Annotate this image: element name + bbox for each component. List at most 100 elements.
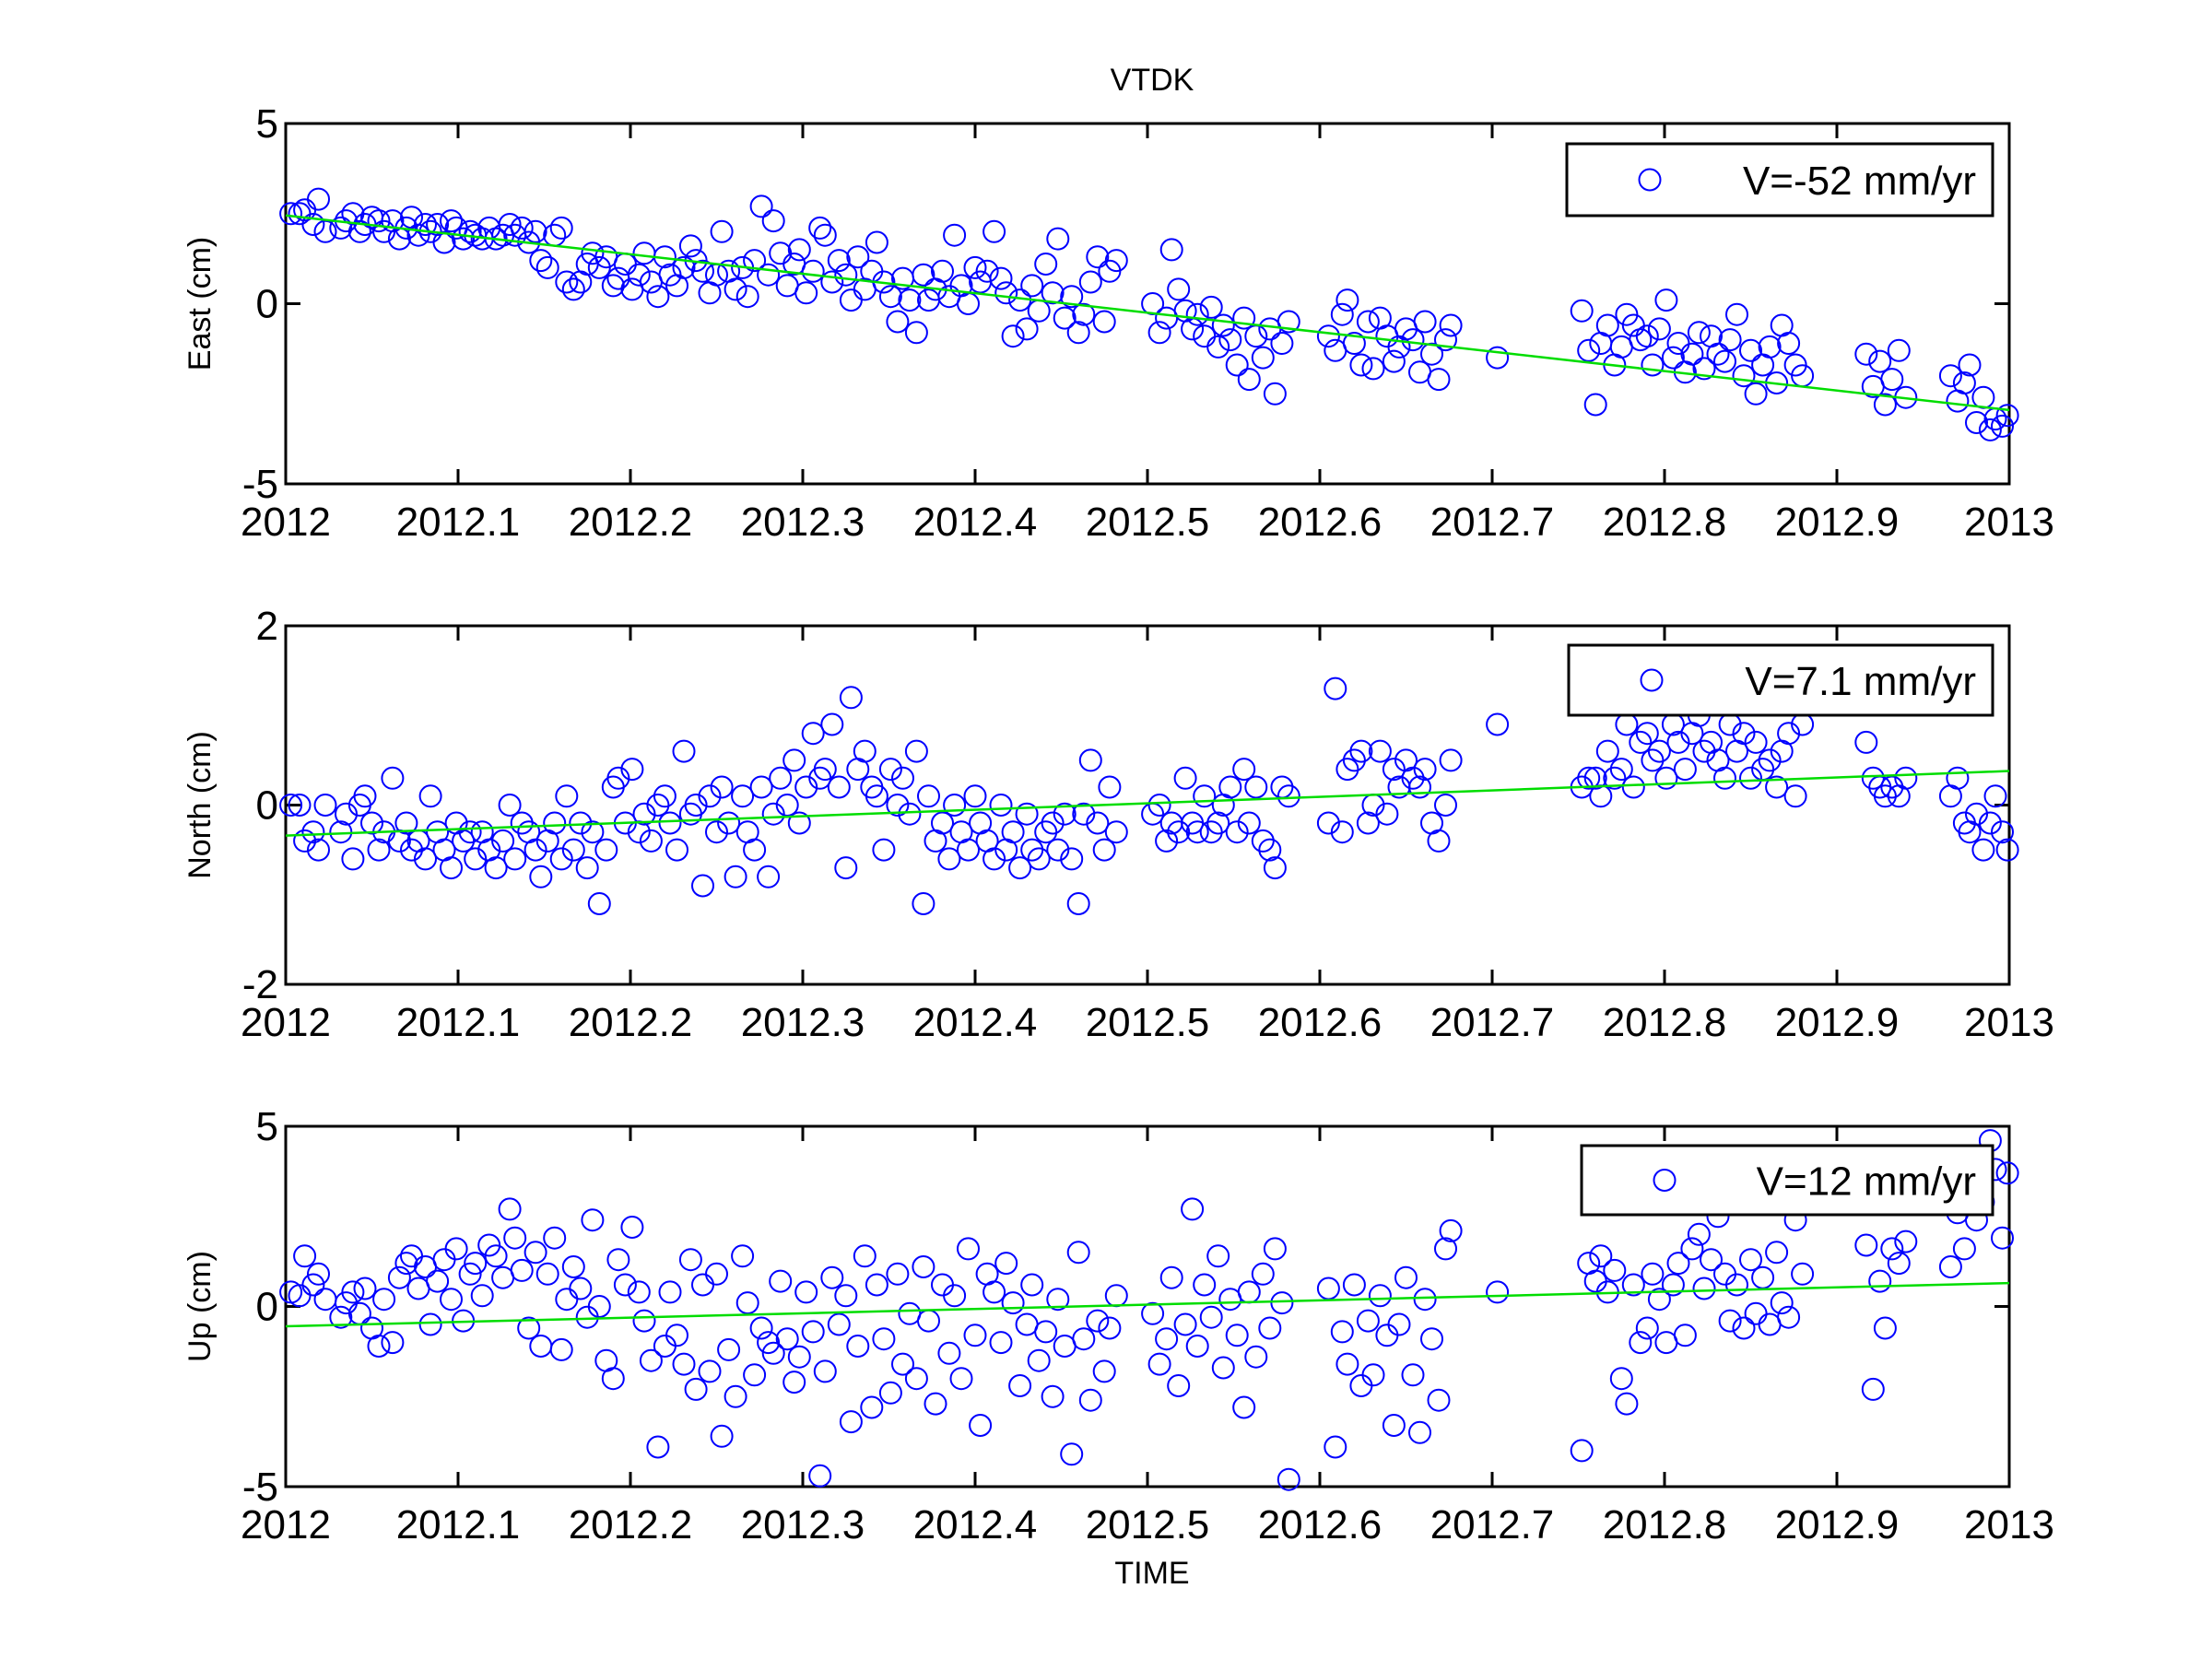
x-tick-label: 2012.3	[741, 500, 865, 545]
data-point	[1173, 766, 1197, 790]
data-point	[1001, 1291, 1025, 1315]
data-point	[581, 1208, 605, 1232]
data-point	[1167, 820, 1191, 844]
data-point	[307, 1262, 330, 1286]
data-point	[794, 775, 818, 799]
data-point	[1739, 1248, 1762, 1272]
data-point	[1053, 802, 1077, 826]
data-point	[1086, 245, 1110, 269]
data-point	[846, 1335, 870, 1358]
data-point	[1173, 1312, 1197, 1336]
data-point	[1181, 1197, 1205, 1221]
data-point	[1854, 1233, 1878, 1257]
data-point	[1316, 811, 1340, 835]
data-point	[1199, 820, 1223, 844]
data-point	[1034, 820, 1058, 844]
data-point	[957, 1237, 980, 1261]
data-point	[1680, 342, 1704, 366]
data-point	[1027, 847, 1051, 871]
data-point	[549, 216, 573, 240]
data-point	[555, 784, 579, 808]
x-tick-label: 2012	[241, 1502, 331, 1547]
data-point	[1595, 739, 1619, 763]
y-tick-label: -5	[242, 462, 278, 507]
data-point	[1744, 382, 1768, 406]
data-point	[1251, 829, 1275, 853]
x-tick-label: 2012.3	[741, 1000, 865, 1045]
data-point	[510, 811, 534, 835]
data-point	[1603, 1258, 1627, 1282]
legend-label-north: V=7.1 mm/yr	[1745, 659, 1976, 704]
data-point	[498, 213, 522, 236]
data-point	[943, 794, 967, 817]
data-point	[982, 219, 1006, 243]
data-point	[1086, 811, 1110, 835]
data-point	[627, 1280, 651, 1304]
data-point	[426, 1269, 450, 1293]
data-point	[1687, 1222, 1711, 1246]
data-point	[1046, 838, 1070, 862]
y-tick-label: 0	[256, 783, 278, 829]
data-point	[535, 255, 559, 279]
data-point	[1147, 794, 1171, 817]
data-point	[1938, 1255, 1962, 1278]
data-point	[743, 838, 767, 862]
data-point	[989, 266, 1013, 290]
data-point	[543, 811, 567, 835]
data-point	[1027, 1348, 1051, 1372]
data-point	[1155, 1327, 1179, 1351]
data-point	[632, 802, 656, 826]
data-point	[1427, 829, 1451, 853]
data-point	[813, 758, 837, 782]
data-point	[1225, 353, 1249, 377]
data-point	[524, 219, 547, 243]
data-point	[1991, 820, 2014, 844]
data-point	[1868, 1269, 1892, 1293]
data-point	[943, 1284, 967, 1308]
data-point	[1361, 1363, 1385, 1387]
data-point	[1147, 1352, 1171, 1376]
data-point	[464, 847, 488, 871]
data-point	[782, 748, 806, 772]
data-point	[1335, 1352, 1359, 1376]
data-point	[1713, 349, 1736, 373]
data-point	[1783, 784, 1807, 808]
data-point	[1765, 1241, 1789, 1265]
data-point	[731, 784, 755, 808]
data-point	[1218, 775, 1242, 799]
data-point	[1244, 1345, 1268, 1369]
data-point	[665, 1324, 688, 1347]
x-tick-label: 2012.1	[396, 1502, 521, 1547]
data-point	[1861, 1377, 1885, 1401]
data-point	[1382, 349, 1406, 373]
data-point	[839, 1410, 863, 1434]
data-point	[672, 255, 696, 279]
data-point	[924, 1392, 947, 1416]
data-point	[400, 838, 423, 862]
data-point	[872, 1327, 896, 1351]
data-point	[658, 811, 682, 835]
data-point	[1621, 1273, 1645, 1297]
y-axis-label-up: Up (cm)	[182, 1251, 218, 1362]
data-point	[394, 1252, 418, 1276]
data-point	[372, 1288, 396, 1312]
data-point	[1368, 1284, 1392, 1308]
data-point	[1641, 1262, 1665, 1286]
data-point	[1661, 346, 1685, 370]
data-point	[813, 223, 837, 247]
data-point	[1218, 328, 1242, 352]
y-tick-label: 0	[256, 1285, 278, 1330]
data-point	[1854, 342, 1878, 366]
data-point	[886, 1262, 910, 1286]
data-point	[1263, 382, 1287, 406]
data-point	[367, 209, 391, 233]
x-tick-label: 2012.2	[569, 1000, 693, 1045]
data-point	[1420, 342, 1443, 366]
data-point	[1635, 722, 1659, 746]
data-point	[1725, 1273, 1748, 1297]
data-point	[1159, 238, 1183, 262]
data-point	[1324, 1435, 1347, 1459]
data-point	[1439, 1218, 1463, 1242]
data-point	[510, 216, 534, 240]
